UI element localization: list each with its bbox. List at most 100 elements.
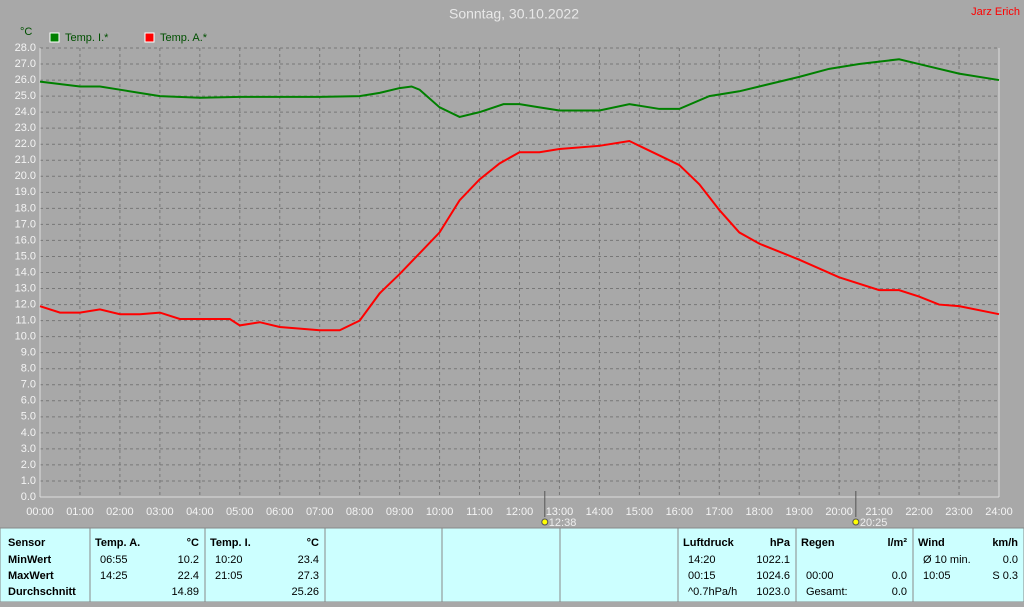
author: Jarz Erich [971, 6, 1020, 18]
y-tick-label: 18.0 [15, 202, 36, 214]
cell-value: 1022.1 [756, 554, 790, 566]
cell-time: 06:55 [100, 554, 128, 566]
y-tick-label: 17.0 [15, 218, 36, 230]
cell-value: 25.26 [291, 586, 319, 598]
x-tick-label: 01:00 [66, 506, 94, 518]
panel-header: Wind [918, 537, 945, 549]
cell-time: 14:25 [100, 570, 128, 582]
cell-time: Gesamt: [806, 586, 848, 598]
y-tick-label: 12.0 [15, 298, 36, 310]
y-tick-label: 13.0 [15, 282, 36, 294]
x-tick-label: 18:00 [745, 506, 773, 518]
y-tick-label: 23.0 [15, 122, 36, 134]
y-tick-label: 8.0 [21, 363, 36, 375]
cell-value: S 0.3 [992, 570, 1018, 582]
y-tick-label: 10.0 [15, 331, 36, 343]
y-tick-label: 15.0 [15, 250, 36, 262]
x-tick-label: 14:00 [586, 506, 614, 518]
y-tick-label: 2.0 [21, 459, 36, 471]
panel-unit: °C [307, 537, 319, 549]
x-tick-label: 04:00 [186, 506, 214, 518]
y-tick-label: 20.0 [15, 170, 36, 182]
x-tick-label: 24:00 [985, 506, 1013, 518]
cell-time: 10:20 [215, 554, 243, 566]
cell-value: 22.4 [178, 570, 199, 582]
y-tick-label: 27.0 [15, 58, 36, 70]
y-tick-label: 4.0 [21, 427, 36, 439]
cell-time: 14:20 [688, 554, 716, 566]
y-tick-label: 11.0 [15, 315, 36, 327]
x-tick-label: 22:00 [905, 506, 933, 518]
y-tick-label: 0.0 [21, 491, 36, 503]
x-tick-label: 17:00 [706, 506, 734, 518]
x-tick-label: 05:00 [226, 506, 254, 518]
x-tick-label: 12:00 [506, 506, 534, 518]
sensor-label: Durchschnitt [8, 586, 76, 598]
cell-value: 1024.6 [756, 570, 790, 582]
data-line [39, 58, 1000, 119]
sun-time: 20:25 [860, 517, 888, 529]
x-tick-label: 08:00 [346, 506, 374, 518]
y-tick-label: 3.0 [21, 443, 36, 455]
x-tick-label: 15:00 [626, 506, 654, 518]
y-tick-label: 14.0 [15, 266, 36, 278]
panel-unit: km/h [992, 537, 1018, 549]
panel-unit: °C [187, 537, 199, 549]
y-tick-label: 25.0 [15, 90, 36, 102]
cell-value: 0.0 [892, 570, 907, 582]
y-tick-label: 22.0 [15, 138, 36, 150]
y-axis-label: °C [20, 26, 32, 38]
sensor-label: MaxWert [8, 570, 54, 582]
y-tick-label: 7.0 [21, 379, 36, 391]
sensor-label: MinWert [8, 554, 52, 566]
x-tick-label: 02:00 [106, 506, 134, 518]
sensor-label: Sensor [8, 537, 46, 549]
y-tick-label: 24.0 [15, 106, 36, 118]
x-tick-label: 19:00 [785, 506, 813, 518]
cell-value: 23.4 [298, 554, 319, 566]
panel-unit: l/m² [887, 537, 907, 549]
y-tick-label: 6.0 [21, 395, 36, 407]
cell-value: 27.3 [298, 570, 319, 582]
panel-header: Temp. I. [210, 537, 251, 549]
x-tick-label: 07:00 [306, 506, 334, 518]
x-tick-label: 11:00 [466, 506, 493, 518]
cell-value: 10.2 [178, 554, 199, 566]
legend-swatch [49, 32, 60, 43]
x-tick-label: 21:00 [865, 506, 893, 518]
x-tick-label: 20:00 [825, 506, 853, 518]
x-tick-label: 03:00 [146, 506, 174, 518]
x-tick-label: 13:00 [546, 506, 574, 518]
sun-icon [852, 518, 860, 526]
sun-time: 12:38 [549, 517, 577, 529]
y-tick-label: 28.0 [15, 42, 36, 54]
x-tick-label: 10:00 [426, 506, 454, 518]
cell-value: 0.0 [892, 586, 907, 598]
panel-unit: hPa [770, 537, 791, 549]
cell-value: 1023.0 [756, 586, 790, 598]
cell-time: ^0.7hPa/h [688, 586, 737, 598]
x-tick-label: 00:00 [26, 506, 54, 518]
cell-value: 14.89 [171, 586, 199, 598]
sun-icon [541, 518, 549, 526]
x-tick-label: 09:00 [386, 506, 414, 518]
cell-time: 00:15 [688, 570, 716, 582]
y-tick-label: 9.0 [21, 347, 36, 359]
y-tick-label: 21.0 [15, 154, 36, 166]
cell-time: 00:00 [806, 570, 834, 582]
chart-title: Sonntag, 30.10.2022 [449, 6, 579, 22]
y-tick-label: 19.0 [15, 186, 36, 198]
x-tick-label: 23:00 [945, 506, 973, 518]
legend-label: Temp. I.* [65, 32, 109, 44]
cell-time: Ø 10 min. [923, 554, 971, 566]
y-tick-label: 5.0 [21, 411, 36, 423]
legend-swatch [144, 32, 155, 43]
table-background [0, 527, 1024, 603]
panel-header: Temp. A. [95, 537, 140, 549]
x-tick-label: 06:00 [266, 506, 294, 518]
y-tick-label: 1.0 [21, 475, 36, 487]
legend-label: Temp. A.* [160, 32, 208, 44]
panel-header: Luftdruck [683, 537, 735, 549]
